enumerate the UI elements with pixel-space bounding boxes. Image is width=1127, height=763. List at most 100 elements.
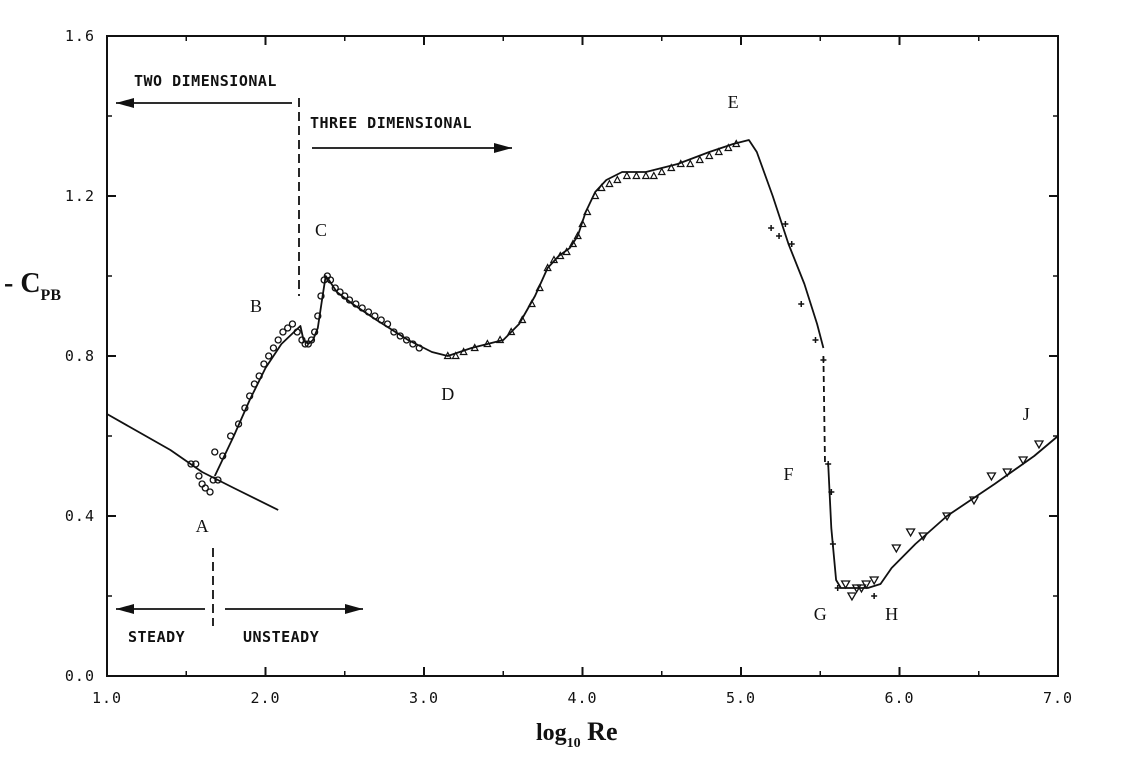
x-axis-label-tail: Re (581, 717, 618, 746)
circle-marker (310, 328, 319, 336)
plus-marker (768, 225, 775, 231)
y-tick-label: 0.4 (65, 507, 95, 525)
x-tick-label: 7.0 (1043, 689, 1073, 707)
series-line-0 (106, 413, 279, 511)
series-line-1 (213, 139, 825, 477)
annotation-unsteady: UNSTEADY (243, 628, 319, 646)
series-line-3 (827, 435, 1059, 589)
circle-marker (234, 420, 243, 428)
point-label-E: E (728, 92, 739, 112)
circle-marker (245, 392, 254, 400)
triangle-up-marker (605, 179, 614, 188)
triangle-up-marker (657, 167, 666, 176)
plus-marker (812, 337, 819, 343)
circle-marker (198, 480, 206, 488)
circle-marker (331, 284, 339, 292)
plot-frame (106, 35, 1059, 677)
circle-marker (345, 296, 354, 304)
annotation-arrows (116, 98, 512, 626)
triangle-up-marker (613, 175, 622, 184)
circle-marker (358, 304, 366, 312)
triangle-up-marker (667, 163, 676, 172)
steady-arrow-head (116, 604, 134, 614)
y-axis-label-sub: PB (41, 287, 62, 304)
triangle-up-marker (573, 231, 582, 240)
triangle-up-marker (649, 171, 659, 180)
circle-marker (402, 336, 411, 344)
circle-marker (415, 344, 423, 352)
triangle-down-marker (1018, 456, 1029, 466)
triangle-up-marker (506, 327, 516, 336)
circle-marker (371, 312, 379, 320)
x-tick-label: 3.0 (409, 689, 439, 707)
circle-marker (326, 276, 335, 284)
point-labels: A B C D E F G H J (196, 92, 1030, 624)
triangle-up-marker (556, 251, 565, 260)
x-tick-label: 4.0 (567, 689, 597, 707)
circle-marker (187, 460, 195, 468)
circle-marker (206, 488, 214, 496)
circle-marker (250, 380, 259, 388)
triangle-down-marker (851, 584, 862, 594)
point-label-C: C (315, 220, 327, 240)
x-tick-label: 1.0 (92, 689, 122, 707)
circle-marker (284, 324, 292, 332)
circle-marker (214, 476, 222, 484)
circle-marker (211, 448, 219, 456)
triangle-up-marker (451, 351, 460, 360)
unsteady-arrow-head (345, 604, 363, 614)
plus-marker (798, 301, 805, 307)
triangle-down-marker (891, 544, 902, 554)
plus-marker (782, 221, 789, 227)
circle-marker (352, 300, 360, 308)
point-label-F: F (784, 464, 794, 484)
circle-marker (226, 432, 235, 440)
triangle-down-marker (968, 496, 980, 506)
circle-marker (341, 292, 349, 300)
triangle-up-marker (562, 247, 571, 256)
annotation-steady: STEADY (128, 628, 185, 646)
curves (106, 139, 1059, 589)
circle-marker (265, 352, 273, 360)
triangle-up-marker (527, 299, 536, 308)
circle-marker (195, 472, 203, 480)
point-label-H: H (885, 604, 898, 624)
triangle-down-marker (861, 580, 872, 590)
circle-marker (390, 328, 398, 336)
data-markers (187, 139, 1045, 602)
triangle-up-marker (578, 219, 587, 228)
x-tick-label: 2.0 (250, 689, 280, 707)
triangle-up-marker (686, 159, 695, 168)
point-label-D: D (441, 384, 454, 404)
circle-marker (260, 360, 268, 368)
circle-marker (288, 320, 297, 328)
plus-marker (871, 593, 878, 599)
triangle-down-marker (1033, 440, 1045, 450)
y-tick-label: 1.2 (65, 187, 95, 205)
circle-marker (317, 292, 325, 300)
triangle-up-marker (632, 171, 641, 180)
circle-marker (279, 328, 287, 336)
point-label-A: A (196, 516, 209, 536)
point-label-J: J (1023, 404, 1030, 424)
circle-marker (201, 484, 209, 492)
circle-marker (377, 316, 385, 324)
point-label-G: G (814, 604, 827, 624)
two-dimensional-arrow-head (116, 98, 134, 108)
y-tick-label: 1.6 (65, 27, 95, 45)
triangle-up-marker (583, 207, 592, 216)
triangle-up-marker (568, 239, 578, 248)
triangle-up-marker (535, 283, 544, 292)
triangle-up-marker (518, 315, 527, 324)
x-axis-label: log10 Re (536, 717, 618, 751)
annotation-two-dimensional: TWO DIMENSIONAL (134, 72, 277, 90)
triangle-up-marker (641, 171, 651, 180)
triangle-down-marker (941, 512, 953, 522)
triangle-up-marker (597, 183, 606, 192)
triangle-up-marker (483, 339, 492, 348)
y-tick-label: 0.8 (65, 347, 95, 365)
triangle-down-marker (869, 576, 880, 586)
triangle-down-marker (840, 580, 851, 590)
circle-marker (241, 404, 249, 412)
